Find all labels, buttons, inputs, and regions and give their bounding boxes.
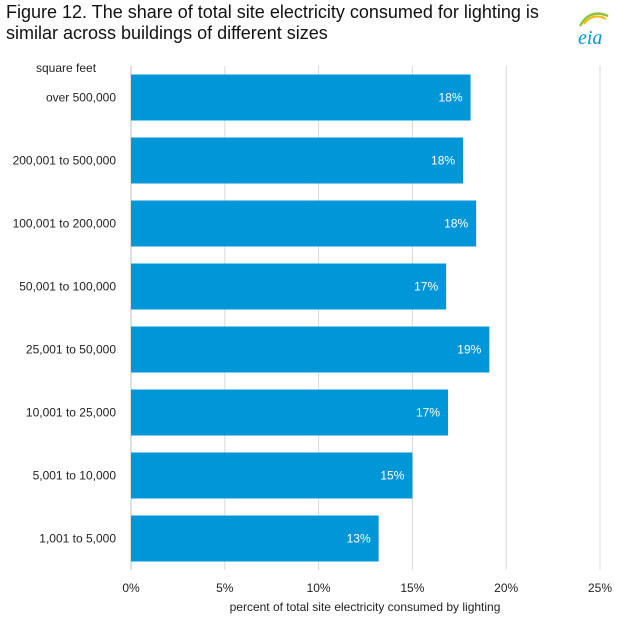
bar xyxy=(131,389,449,436)
eia-logo: eia xyxy=(578,12,609,49)
data-label: 18% xyxy=(431,154,455,168)
category-label: 100,001 to 200,000 xyxy=(13,217,117,231)
category-label: 25,001 to 50,000 xyxy=(26,343,116,357)
logo-swoosh-yellow xyxy=(583,15,607,25)
data-label: 18% xyxy=(439,91,463,105)
bar xyxy=(131,263,447,310)
logo-swoosh-green xyxy=(578,12,609,27)
data-label: 19% xyxy=(457,343,481,357)
data-label: 18% xyxy=(444,217,468,231)
data-label: 13% xyxy=(347,532,371,546)
data-label: 15% xyxy=(380,469,404,483)
category-axis-label: square feet xyxy=(36,61,97,75)
bar xyxy=(131,200,477,247)
data-label: 17% xyxy=(416,406,440,420)
x-axis-ticks: 0% 5% 10% 15% 20% 25% xyxy=(122,581,612,595)
x-tick-label: 15% xyxy=(400,581,424,595)
bar xyxy=(131,515,379,562)
x-tick-label: 10% xyxy=(307,581,331,595)
bars: 18% over 500,000 18% 200,001 to 500,000 18% 1… xyxy=(13,74,490,562)
category-label: 50,001 to 100,000 xyxy=(19,280,116,294)
x-axis-title: percent of total site electricity consum… xyxy=(230,600,501,614)
bar xyxy=(131,452,413,499)
x-tick-label: 5% xyxy=(216,581,234,595)
category-label: 1,001 to 5,000 xyxy=(39,532,116,546)
category-label: 5,001 to 10,000 xyxy=(33,469,117,483)
chart-title: Figure 12. The share of total site elect… xyxy=(6,2,539,43)
category-label: 200,001 to 500,000 xyxy=(13,154,117,168)
bar xyxy=(131,326,490,373)
data-label: 17% xyxy=(414,280,438,294)
category-label: 10,001 to 25,000 xyxy=(26,406,116,420)
x-tick-label: 20% xyxy=(494,581,518,595)
bar xyxy=(131,74,471,121)
category-label: over 500,000 xyxy=(46,91,116,105)
x-tick-label: 0% xyxy=(122,581,140,595)
logo-text: eia xyxy=(578,27,602,49)
bar xyxy=(131,137,464,184)
x-tick-label: 25% xyxy=(588,581,612,595)
